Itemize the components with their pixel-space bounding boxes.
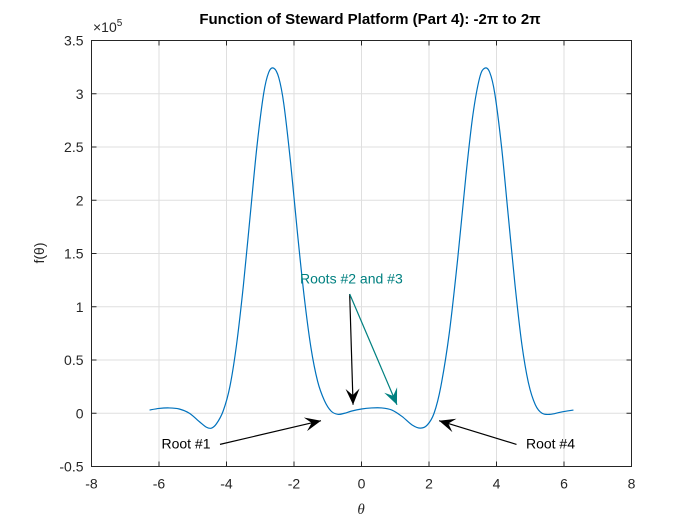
x-tick-label: -2 — [288, 476, 301, 492]
y-exponent-label: ×105 — [93, 18, 123, 35]
y-tick-label: 1 — [76, 299, 84, 315]
x-tick-label: 2 — [425, 476, 433, 492]
series-line — [149, 67, 574, 429]
x-tick-label: 0 — [358, 476, 366, 492]
y-tick-label: 2 — [76, 192, 84, 208]
x-tick-label: -4 — [220, 476, 233, 492]
x-axis: -8 -6 -4 -2 0 2 4 6 8 — [85, 40, 636, 492]
y-tick-label: 0 — [76, 405, 84, 421]
annotation-label: Root #1 — [161, 435, 210, 451]
y-tick-label: 3 — [76, 86, 84, 102]
y-axis: -0.5 0 0.5 1 1.5 2 2.5 3 3.5 — [59, 33, 632, 475]
grid — [91, 40, 632, 467]
y-axis-label: f(θ) — [31, 243, 47, 264]
y-tick-label: 3.5 — [64, 33, 84, 49]
x-tick-label: 6 — [560, 476, 568, 492]
y-tick-label: 0.5 — [64, 352, 84, 368]
y-tick-label: 2.5 — [64, 139, 84, 155]
x-tick-label: 4 — [493, 476, 501, 492]
annotation-label: Roots #2 and #3 — [300, 270, 403, 286]
x-tick-label: -6 — [153, 476, 166, 492]
chart-title: Function of Steward Platform (Part 4): -… — [199, 11, 541, 28]
x-tick-label: -8 — [85, 476, 98, 492]
x-axis-label: θ — [357, 502, 365, 518]
y-tick-label: 1.5 — [64, 246, 84, 262]
x-tick-label: 8 — [628, 476, 636, 492]
y-tick-label: -0.5 — [59, 459, 83, 475]
annotations: Root #1 Roots #2 and #3 Root #4 — [161, 270, 575, 451]
annotation-label: Root #4 — [526, 435, 575, 451]
